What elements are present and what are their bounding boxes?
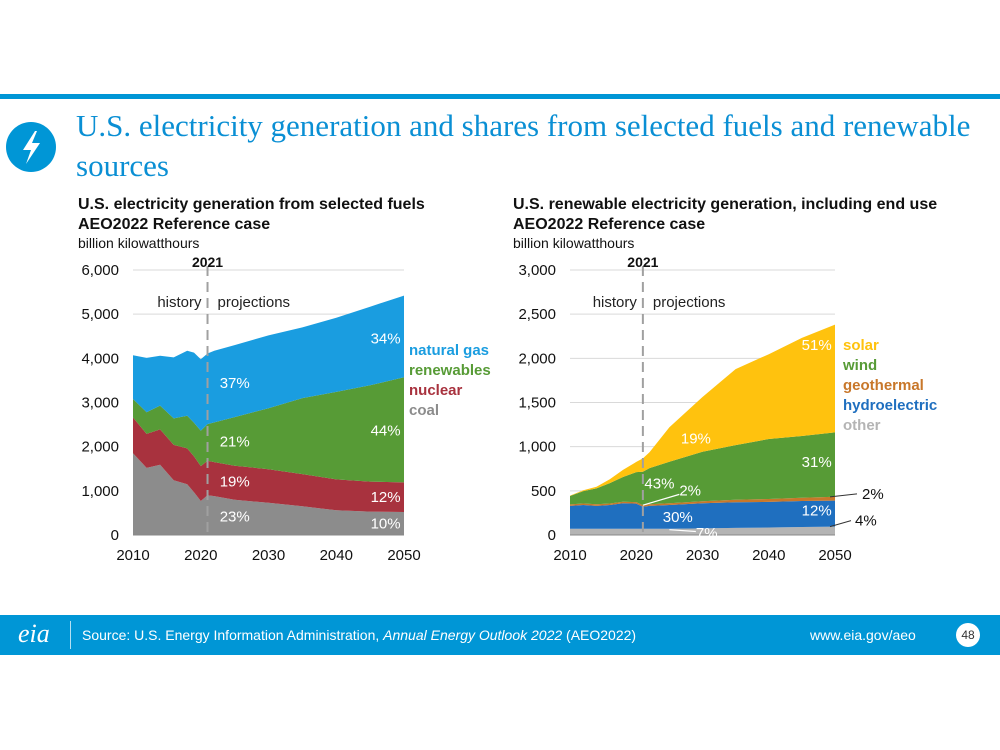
y-tick-label: 500: [531, 483, 556, 500]
x-tick-label: 2020: [620, 547, 653, 564]
history-label: history: [157, 294, 202, 311]
x-tick-label: 2040: [320, 547, 353, 564]
left-chart-title: U.S. electricity generation from selecte…: [78, 196, 425, 213]
x-tick-label: 2050: [387, 547, 420, 564]
callout-line: [669, 529, 696, 533]
y-tick-label: 2,000: [81, 439, 119, 456]
x-tick-label: 2030: [252, 547, 285, 564]
legend-solar: solar: [843, 337, 879, 354]
projections-label: projections: [218, 294, 291, 311]
divider-year-label: 2021: [627, 254, 658, 270]
left-chart-subtitle: AEO2022 Reference case: [78, 216, 271, 233]
legend-hydroelectric: hydroelectric: [843, 397, 937, 414]
fuels-generation-chart: 0 1,000 2,000 3,000 4,000 5,000 6,000 2010 2020 2…: [81, 254, 491, 564]
x-tick-label: 2010: [116, 547, 149, 564]
area-coal: [133, 453, 404, 535]
legend-renewables: renewables: [409, 362, 491, 379]
share-label: 2%: [862, 486, 884, 503]
legend-coal: coal: [409, 402, 439, 419]
share-label: 30%: [663, 509, 693, 526]
source-suffix: (AEO2022): [562, 627, 637, 643]
share-label: 51%: [802, 337, 832, 354]
source-report-title: Annual Energy Outlook 2022: [383, 627, 563, 643]
legend-geothermal: geothermal: [843, 377, 924, 394]
y-tick-label: 5,000: [81, 306, 119, 323]
y-tick-label: 4,000: [81, 350, 119, 367]
right-chart-subtitle: AEO2022 Reference case: [513, 216, 706, 233]
callout-line: [829, 520, 852, 528]
area-renewables: [133, 377, 404, 483]
area-natural-gas: [133, 295, 404, 431]
x-tick-label: 2030: [686, 547, 719, 564]
x-tick-label: 2010: [553, 547, 586, 564]
legend-wind: wind: [842, 357, 877, 374]
source-prefix: Source: U.S. Energy Information Administ…: [82, 627, 384, 643]
x-tick-label: 2050: [818, 547, 851, 564]
area-geothermal: [570, 496, 835, 507]
y-tick-label: 1,000: [518, 439, 556, 456]
share-label: 4%: [855, 513, 877, 530]
area-nuclear: [133, 417, 404, 512]
share-label: 43%: [644, 476, 674, 493]
website-link[interactable]: www.eia.gov/aeo: [810, 627, 916, 643]
callout-line: [829, 493, 858, 498]
y-tick-label: 3,000: [81, 395, 119, 412]
share-label: 2%: [679, 483, 701, 500]
area-other: [570, 526, 835, 535]
projections-label: projections: [653, 294, 726, 311]
area-solar: [570, 324, 835, 496]
share-label: 34%: [371, 330, 401, 347]
renewables-generation-chart: 0 500 1,000 1,500 2,000 2,500 3,000 2010 2020 203…: [518, 254, 937, 564]
y-tick-label: 1,000: [81, 483, 119, 500]
y-tick-label: 6,000: [81, 262, 119, 279]
share-label: 10%: [371, 515, 401, 532]
y-tick-label: 1,500: [518, 395, 556, 412]
source-citation: Source: U.S. Energy Information Administ…: [82, 627, 636, 643]
slide-title: U.S. electricity generation and shares f…: [76, 108, 971, 183]
right-chart-unit: billion kilowatthours: [513, 235, 635, 251]
page-number: 48: [956, 623, 980, 647]
share-label: 23%: [220, 509, 250, 526]
y-tick-label: 0: [548, 527, 556, 544]
right-chart-title: U.S. renewable electricity generation, i…: [513, 196, 938, 213]
area-wind: [570, 432, 835, 506]
share-label: 19%: [220, 473, 250, 490]
history-label: history: [593, 294, 638, 311]
eia-logo: eia: [18, 619, 50, 648]
share-label: 7%: [696, 525, 718, 542]
area-hydroelectric: [570, 500, 835, 529]
share-label: 19%: [681, 430, 711, 447]
x-tick-label: 2040: [752, 547, 785, 564]
callout-line: [642, 493, 680, 506]
y-tick-label: 2,500: [518, 306, 556, 323]
legend-other: other: [843, 417, 881, 434]
header-rule: [0, 94, 1000, 99]
left-chart-unit: billion kilowatthours: [78, 235, 200, 251]
y-tick-label: 0: [111, 527, 119, 544]
footer-bar: eia Source: U.S. Energy Information Admi…: [0, 615, 1000, 655]
share-label: 12%: [371, 489, 401, 506]
y-tick-label: 2,000: [518, 350, 556, 367]
share-label: 12%: [802, 503, 832, 520]
lightning-bolt-icon: [6, 122, 56, 172]
footer-divider: [70, 621, 71, 649]
share-label: 37%: [220, 375, 250, 392]
legend-nuclear: nuclear: [409, 382, 463, 399]
y-tick-label: 3,000: [518, 262, 556, 279]
share-label: 44%: [371, 423, 401, 440]
share-label: 21%: [220, 434, 250, 451]
divider-year-label: 2021: [192, 254, 223, 270]
share-label: 31%: [802, 454, 832, 471]
legend-natural-gas: natural gas: [409, 342, 489, 359]
x-tick-label: 2020: [184, 547, 217, 564]
